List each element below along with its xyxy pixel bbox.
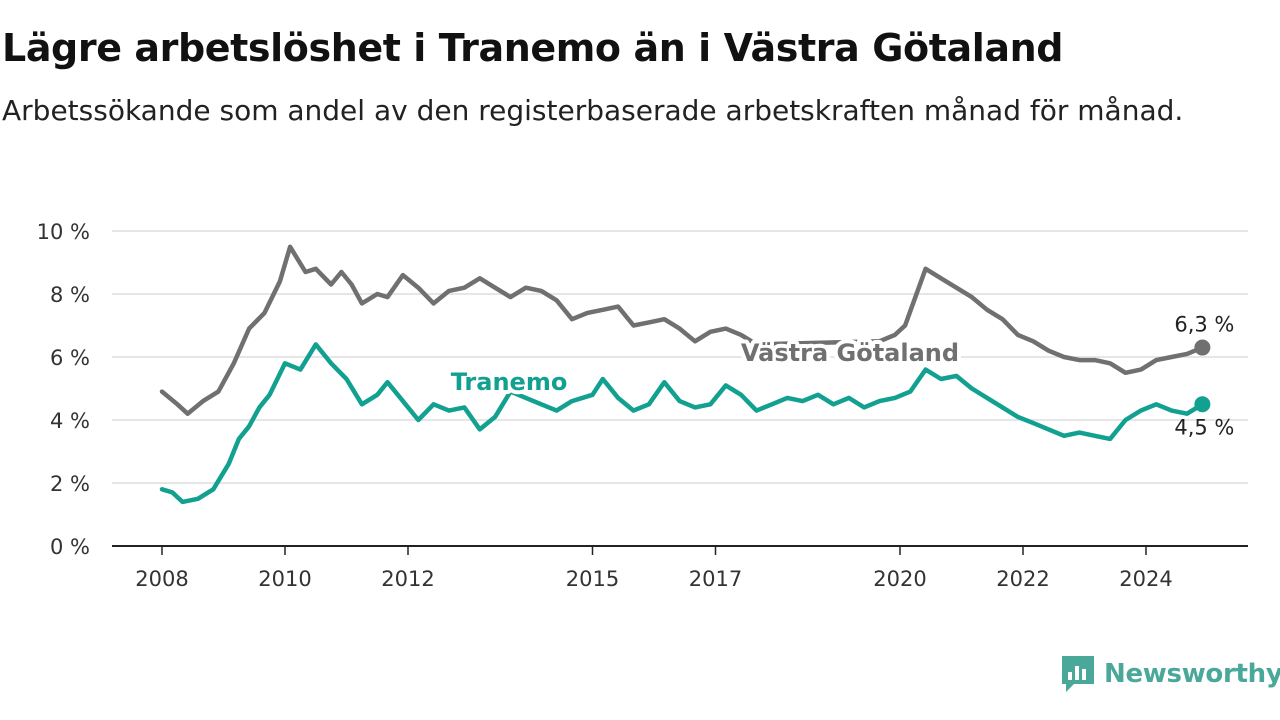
series-lines [159,244,1211,505]
x-tick-label: 2015 [566,567,619,591]
series-line-0 [159,244,1205,416]
chart-logo-icon [1062,656,1094,692]
brand-name: Newsworthy [1104,659,1280,689]
y-axis-labels: 0 % 2 % 4 % 6 % 8 % 10 % [37,220,90,559]
x-axis: 2008 2010 2012 2015 2017 2020 2022 2024 [112,545,1248,591]
x-tick-label: 2010 [258,567,311,591]
series-line-1 [159,342,1205,505]
y-tick-label: 0 % [50,535,90,559]
series-name-label: Tranemo [451,368,568,396]
y-tick-label: 6 % [50,346,90,370]
x-tick-label: 2012 [381,567,434,591]
y-tick-label: 4 % [50,409,90,433]
series-name-label: Västra Götaland [741,339,959,367]
line-chart: 0 % 2 % 4 % 6 % 8 % 10 % 2008 2010 2012 2015 2017… [37,220,1248,591]
series-end-marker-1 [1194,396,1211,413]
x-tick-label: 2024 [1119,567,1172,591]
x-tick-label: 2022 [996,567,1049,591]
y-tick-label: 2 % [50,472,90,496]
series-end-marker-0 [1194,339,1211,356]
y-tick-label: 10 % [37,220,90,244]
end-value-label: 6,3 % [1174,313,1234,337]
y-tick-label: 8 % [50,283,90,307]
end-value-label: 4,5 % [1174,415,1234,439]
brand-logo: Newsworthy [1060,654,1280,694]
x-tick-label: 2008 [135,567,188,591]
chart-subtitle: Arbetssökande som andel av den registerb… [2,94,1184,127]
series-labels: Västra Götaland Tranemo 6,3 % 4,5 % [447,313,1235,440]
chart-title: Lägre arbetslöshet i Tranemo än i Västra… [2,26,1064,70]
x-tick-label: 2017 [689,567,742,591]
x-tick-label: 2020 [873,567,926,591]
